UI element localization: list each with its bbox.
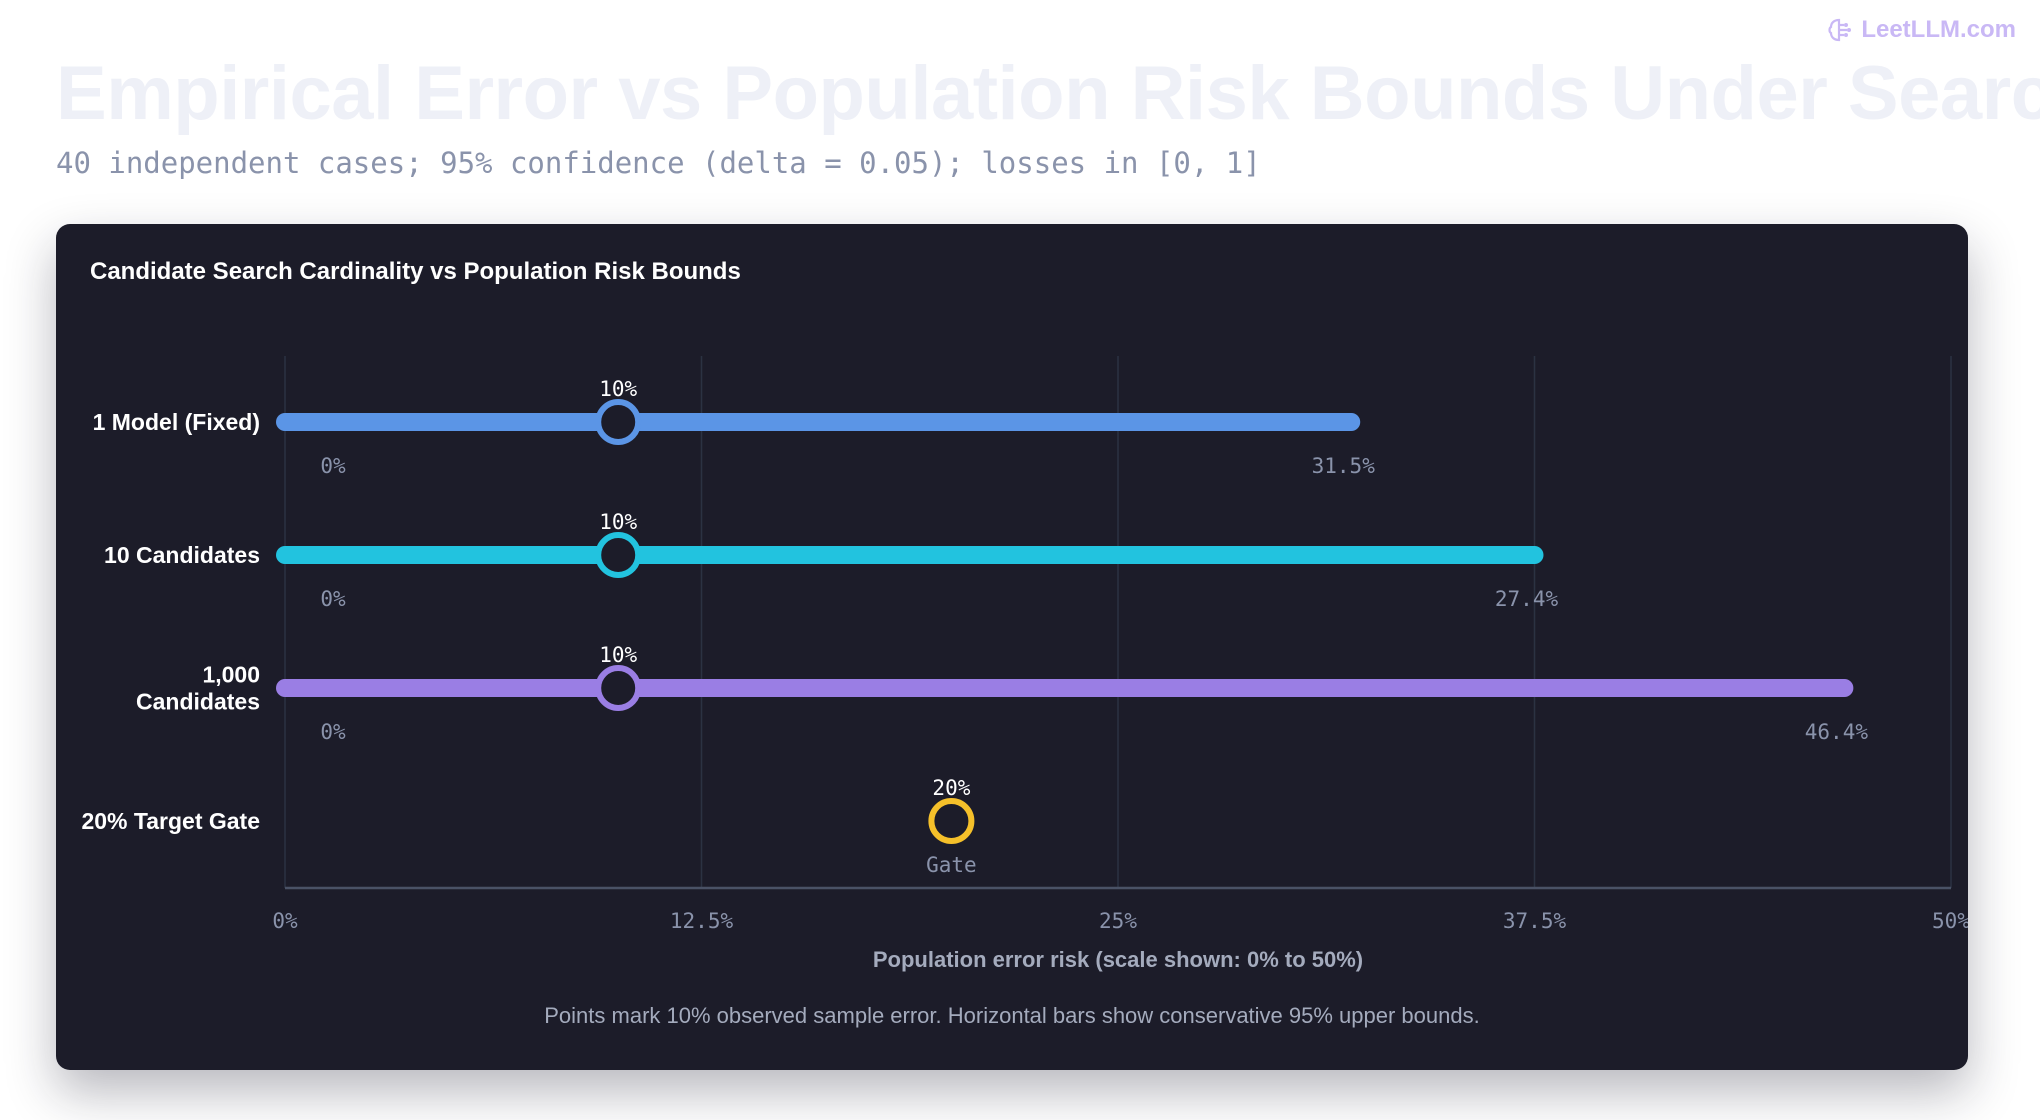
brand-name: LeetLLM.com: [1861, 16, 2016, 43]
x-tick-label: 37.5%: [1503, 909, 1567, 933]
brand-logo[interactable]: LeetLLM.com: [1827, 16, 2016, 44]
chart-card: Candidate Search Cardinality vs Populati…: [56, 224, 1968, 1070]
point-marker: [595, 665, 642, 711]
x-axis-title: Population error risk (scale shown: 0% t…: [873, 947, 1363, 972]
row-label: 1,000: [202, 662, 260, 688]
point-value-label: 20%: [932, 776, 970, 800]
x-tick-label: 0%: [272, 909, 298, 933]
chart-title: Candidate Search Cardinality vs Populati…: [90, 258, 741, 285]
point-marker: [595, 399, 642, 445]
x-tick-label: 50%: [1932, 909, 1968, 933]
row-label: 20% Target Gate: [81, 808, 260, 834]
chart-caption: Points mark 10% observed sample error. H…: [544, 1003, 1479, 1028]
point-below-label: Gate: [926, 853, 977, 877]
point-value-label: 10%: [599, 510, 637, 534]
brain-circuit-icon: [1828, 18, 1852, 42]
bar-end-label: 46.4%: [1805, 720, 1869, 744]
point-value-label: 10%: [599, 643, 637, 667]
point-marker: [928, 798, 975, 844]
interval-chart: 0% 12.5% 25% 37.5% 50% Population error risk …: [81, 356, 1968, 1028]
row-label: 10 Candidates: [104, 542, 260, 568]
bar-start-label: 0%: [320, 720, 346, 744]
row-label: Candidates: [136, 689, 260, 715]
bar-start-label: 0%: [320, 454, 346, 478]
point-marker: [595, 532, 642, 578]
page-subtitle: 40 independent cases; 95% confidence (de…: [56, 146, 1261, 180]
x-tick-label: 25%: [1099, 909, 1137, 933]
x-tick-label: 12.5%: [670, 909, 734, 933]
point-value-label: 10%: [599, 377, 637, 401]
bar-start-label: 0%: [320, 587, 346, 611]
bar-end-label: 27.4%: [1495, 587, 1559, 611]
row-label: 1 Model (Fixed): [93, 409, 260, 435]
bar-end-label: 31.5%: [1312, 454, 1376, 478]
page-title: Empirical Error vs Population Risk Bound…: [56, 51, 2040, 136]
